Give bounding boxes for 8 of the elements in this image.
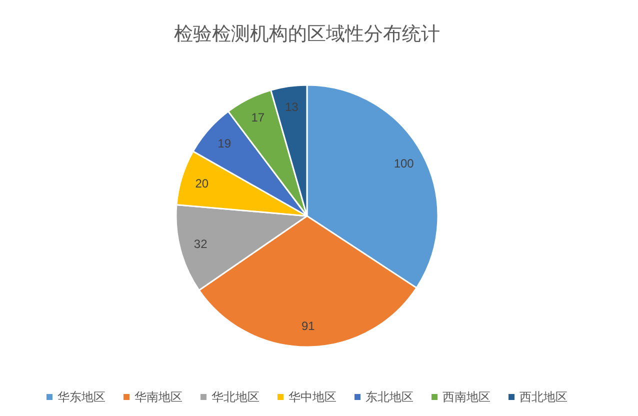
legend-label: 西南地区 [442, 390, 490, 404]
legend-label: 东北地区 [366, 390, 414, 404]
legend-label: 华北地区 [212, 390, 260, 404]
title: 检验检测机构的区域性分布统计 [174, 24, 440, 45]
legend-label: 华东地区 [58, 390, 106, 404]
legend-label: 华中地区 [288, 390, 336, 404]
legend-label: 西北地区 [520, 390, 568, 404]
legend-label: 华南地区 [134, 390, 182, 404]
